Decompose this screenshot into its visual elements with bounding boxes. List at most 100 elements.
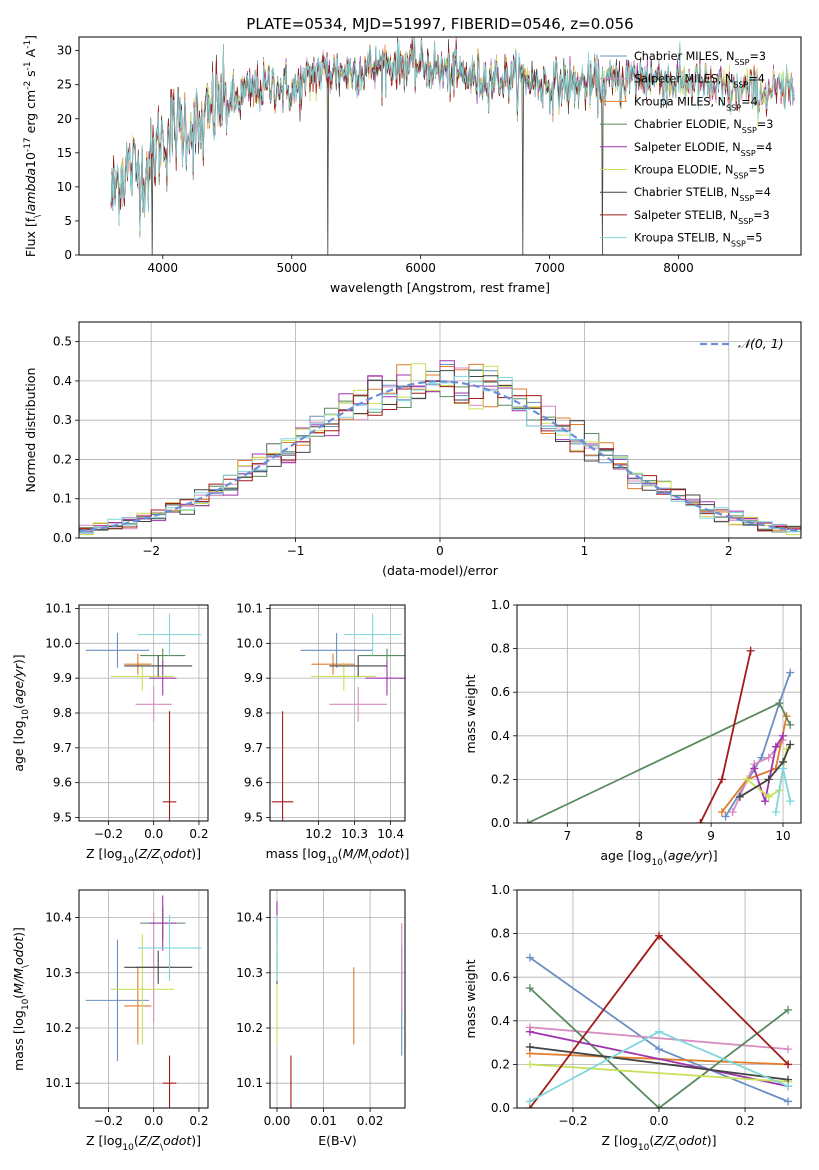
axes-frame [516, 604, 802, 824]
y-tick-label: 10.3 [236, 966, 263, 980]
text-span: ( [11, 704, 26, 709]
legend-label-ss: Salpeter STELIB, NSSP=3 [634, 209, 770, 226]
weight-marker-ss [655, 931, 663, 940]
text-span: mass weight [463, 959, 478, 1038]
y-tick-label: 0.0 [53, 531, 72, 545]
text-span: 10 [21, 709, 31, 721]
text-span: odot [679, 1133, 708, 1148]
text-span: 10 [122, 856, 134, 866]
weight-line-sm [529, 1026, 789, 1050]
axes-frame [269, 889, 406, 1109]
weight-marker-ce [784, 1005, 793, 1014]
y-tick-label: 10.2 [45, 1021, 72, 1035]
weight-line-se [529, 1030, 789, 1088]
weight-marker-cm [786, 668, 795, 677]
y-tick-label: 0.2 [53, 452, 72, 466]
text-span: Z/Z [138, 846, 161, 861]
text-span: Z [log [86, 846, 122, 861]
weight-marker-ce [523, 819, 532, 823]
weight-marker-ks [525, 1097, 534, 1106]
weight-marker-ss [696, 819, 705, 823]
text-span: \ [33, 214, 43, 218]
text-span: -1 [23, 61, 33, 70]
text-span: s [23, 70, 38, 81]
text-span: =3 [750, 50, 767, 63]
axes-frame [78, 36, 802, 256]
histogram-cs [79, 370, 801, 531]
weight-marker-cs [735, 792, 744, 801]
plot-area [525, 931, 793, 1108]
text-span: SSP [741, 148, 756, 157]
y-tick-label: 15 [57, 146, 72, 160]
x-tick-label: 2 [725, 544, 733, 558]
age-vs-Z-axes: −0.2 0.0 0.29.59.69.79.89.910.010.1Z [log1… [11, 601, 209, 866]
weight-marker-ce [655, 1104, 663, 1108]
mass-vs-Z-axes: −0.2 0.0 0.210.110.210.310.4Z [log10(Z/Z\o… [11, 889, 209, 1153]
text-span: mass [log [11, 1010, 26, 1071]
x-tick-label: 0.2 [189, 827, 208, 841]
text-span: age [log [600, 848, 651, 863]
text-span: ( [649, 1133, 654, 1148]
weight-marker-ss [746, 646, 755, 655]
axes-frame [78, 321, 802, 539]
text-span: Kroupa ELODIE, N [634, 164, 733, 177]
x-axis-label: Z [log10(Z/Z\odot)] [86, 1133, 201, 1153]
x-tick-label: 0.00 [264, 1114, 291, 1128]
histogram-ks [79, 375, 801, 533]
text-span: mass weight [463, 674, 478, 753]
text-span: =3 [753, 209, 770, 222]
y-tick-label: 0 [64, 248, 72, 262]
y-tick-label: 10.1 [45, 1076, 72, 1090]
axes-frame [78, 889, 209, 1109]
text-span: SSP [731, 239, 746, 248]
text-span: Salpeter ELODIE, N [634, 141, 741, 154]
weight-marker-km [717, 808, 726, 817]
x-tick-label: −0.2 [558, 1114, 587, 1128]
text-span: Kroupa STELIB, N [634, 232, 731, 245]
y-tick-label: 10.0 [45, 636, 72, 650]
x-tick-label: 7000 [534, 261, 565, 275]
figure-title: PLATE=0534, MJD=51997, FIBERID=0546, z=0… [246, 15, 633, 33]
text-span: \ [676, 1143, 680, 1153]
y-tick-label: 0.3 [53, 413, 72, 427]
weight-marker-se [761, 797, 770, 806]
text-span: )] [191, 846, 201, 861]
x-tick-label: 0 [436, 544, 444, 558]
x-tick-label: 10 [775, 829, 790, 843]
weight-vs-Z-axes: −0.2 0.0 0.2 0.0 0.2 0.4 0.6 0.8 1.0 Z [log10(Z/Z… [463, 883, 802, 1153]
y-tick-label: 0.8 [491, 927, 510, 941]
text-span: 10 [638, 1143, 650, 1153]
plot-area [110, 37, 795, 255]
x-tick-label: 8 [635, 829, 643, 843]
text-span: age [log [11, 720, 26, 771]
y-tick-label: 9.5 [53, 811, 72, 825]
text-span: ( [338, 846, 343, 861]
text-span: =4 [748, 73, 765, 86]
spectrum-legend: Chabrier MILES, N SSP =3 Salpeter MILES, NS… [600, 50, 773, 248]
weight-marker-ks [655, 1027, 663, 1036]
x-axis-label: E(B-V) [318, 1133, 357, 1148]
legend-label-sm: Salpeter MILES, NSSP=4 [634, 73, 765, 90]
weight-marker-se [771, 742, 780, 751]
text-span: SSP [742, 126, 757, 135]
text-span: SSP [739, 194, 754, 203]
text-span: Normed distribution [23, 368, 38, 493]
text-span: 10 [23, 152, 38, 168]
x-tick-label: −0.2 [94, 827, 123, 841]
text-span: (data-model)/error [382, 563, 499, 578]
text-span: =4 [756, 141, 773, 154]
text-span: -1 [23, 40, 33, 49]
text-span: wavelength [Angstrom, rest frame] [330, 280, 550, 295]
text-span: ( [663, 848, 668, 863]
weight-marker-sm [764, 753, 773, 762]
weight-marker-ke [764, 792, 773, 801]
text-span: age/yr [11, 663, 26, 704]
text-span: Chabrier MILES, N [634, 50, 734, 63]
x-tick-label: −0.2 [94, 1114, 123, 1128]
text-span: \ [21, 964, 31, 968]
x-axis-label: Z [log10(Z/Z\odot)] [86, 846, 201, 866]
y-tick-label: 25 [57, 78, 72, 92]
x-tick-label: −2 [142, 544, 160, 558]
text-span: odot [163, 846, 192, 861]
